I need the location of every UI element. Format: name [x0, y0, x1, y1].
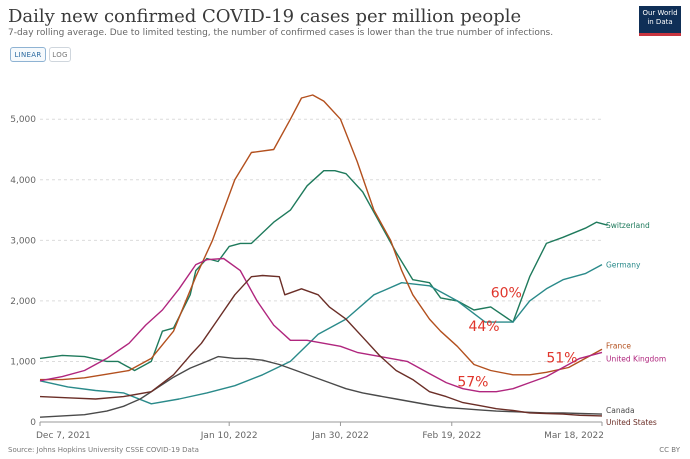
- series-label-united-states: United States: [606, 418, 657, 427]
- series-line-canada: [39, 355, 603, 418]
- series-line-united-states: [39, 274, 603, 417]
- x-tick-label: Jan 10, 2022: [200, 431, 258, 441]
- chart-subtitle: 7-day rolling average. Due to limited te…: [8, 28, 554, 38]
- x-tick-label: Feb 19, 2022: [422, 431, 481, 441]
- series-line-france: [40, 94, 603, 381]
- y-tick-label: 1,000: [10, 357, 36, 367]
- series-label-united-kingdom: United Kingdom: [606, 354, 666, 363]
- linear-scale-button[interactable]: LINEAR: [10, 47, 46, 62]
- annotation-label: 51%: [546, 351, 577, 367]
- series-line-united-kingdom: [39, 257, 603, 393]
- series-label-switzerland: Switzerland: [606, 221, 650, 230]
- series-label-germany: Germany: [606, 261, 641, 270]
- annotation-label: 44%: [468, 319, 499, 335]
- license-note[interactable]: CC BY: [659, 446, 680, 454]
- x-tick-label: Jan 30, 2022: [311, 431, 369, 441]
- source-note[interactable]: Source: Johns Hopkins University CSSE CO…: [8, 446, 199, 454]
- logo-line-1: Our World: [642, 9, 678, 17]
- y-tick-label: 2,000: [10, 297, 36, 307]
- chart-title: Daily new confirmed COVID-19 cases per m…: [8, 6, 522, 27]
- series-line-switzerland: [39, 169, 608, 372]
- x-tick-label: Dec 7, 2021: [36, 431, 91, 441]
- y-tick-label: 4,000: [10, 176, 36, 186]
- annotation-label: 60%: [491, 285, 522, 301]
- series-label-canada: Canada: [606, 406, 635, 415]
- log-scale-button[interactable]: LOG: [49, 47, 71, 62]
- y-tick-label: 0: [30, 418, 36, 428]
- annotation-label: 57%: [457, 374, 488, 390]
- logo-line-2: in Data: [647, 17, 673, 26]
- owid-logo[interactable]: Our World in Data: [639, 6, 681, 36]
- x-tick-label: Mar 18, 2022: [544, 431, 604, 441]
- y-tick-label: 5,000: [10, 115, 36, 125]
- y-tick-label: 3,000: [10, 236, 36, 246]
- series-label-france: France: [606, 341, 631, 350]
